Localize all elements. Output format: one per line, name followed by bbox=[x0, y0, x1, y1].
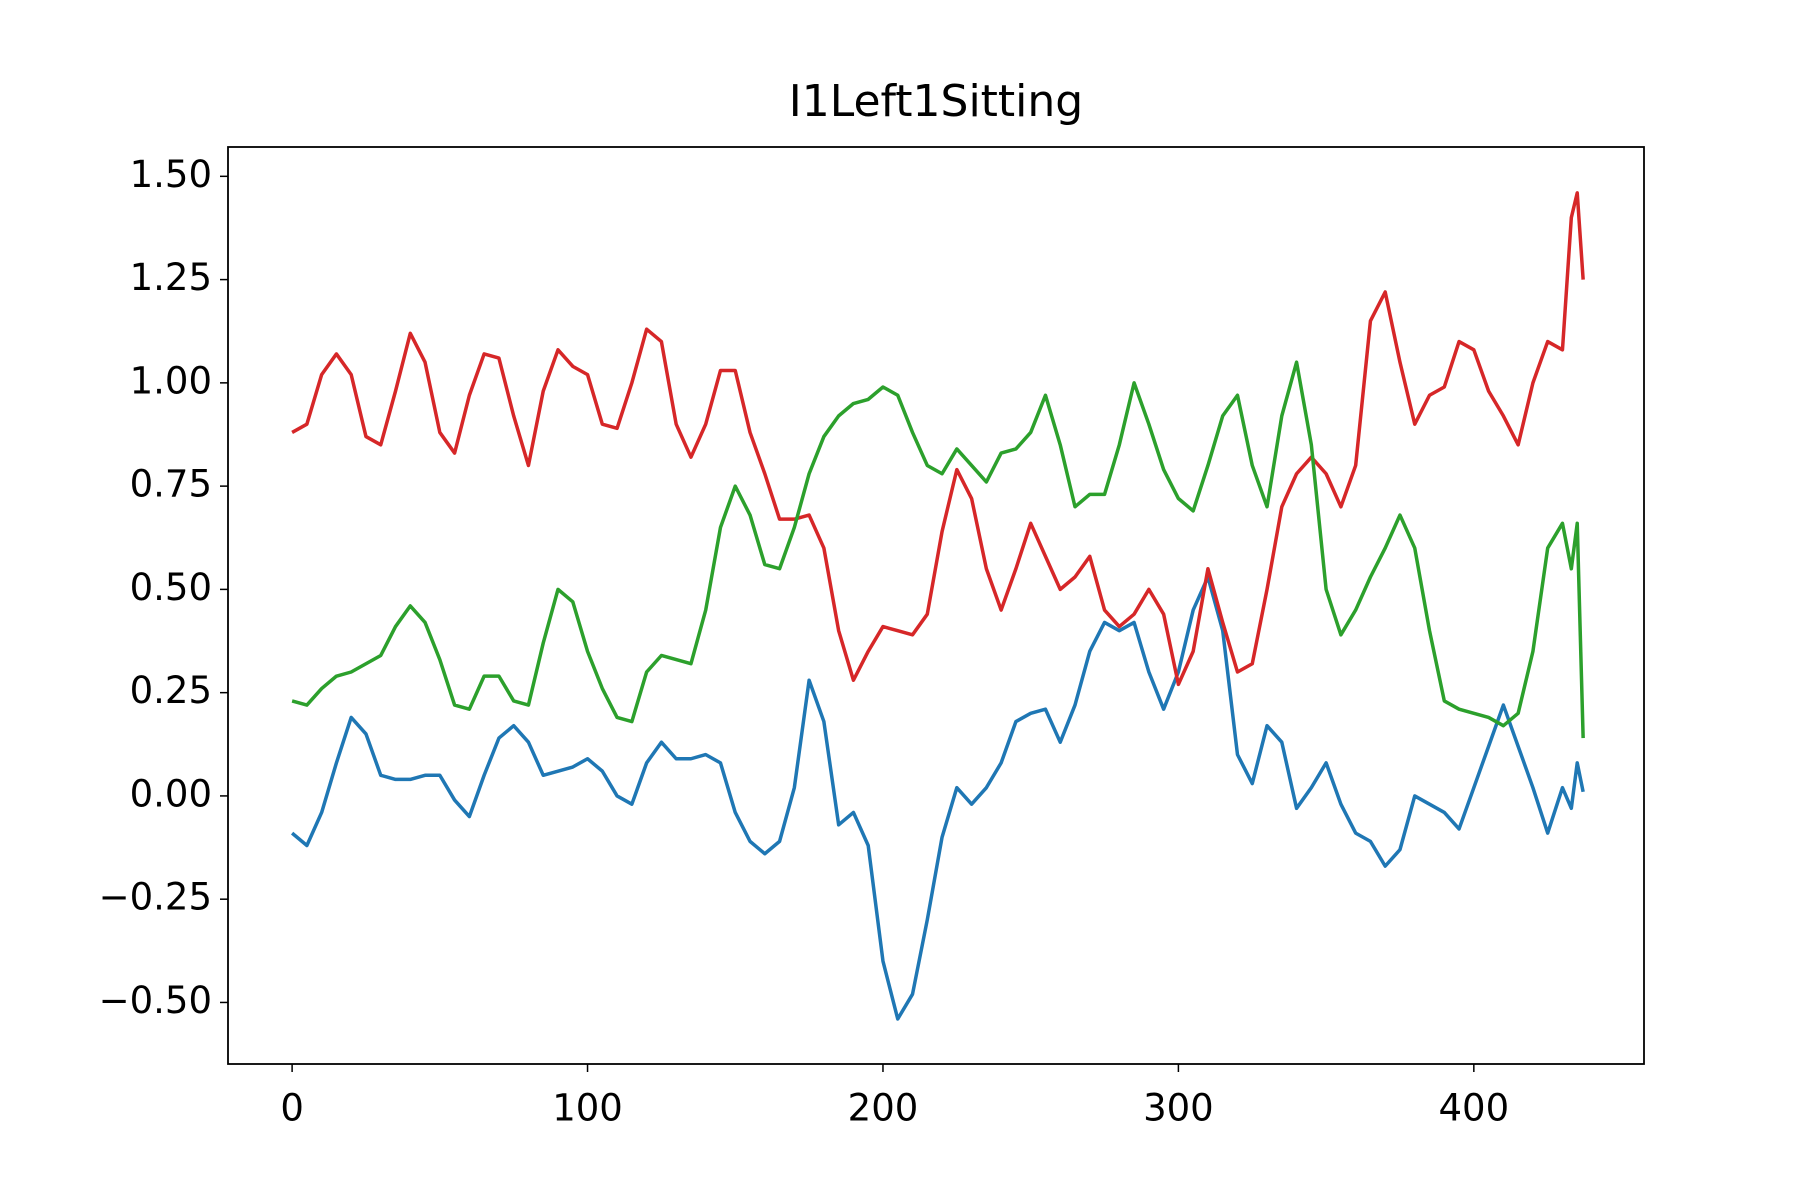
x-tick-label: 300 bbox=[1143, 1087, 1214, 1130]
y-tick-label: 1.50 bbox=[130, 153, 212, 196]
y-tick-label: 0.25 bbox=[130, 669, 212, 712]
y-tick-label: 1.25 bbox=[130, 256, 212, 299]
y-tick-label: 0.50 bbox=[130, 566, 212, 609]
y-tick-label: 0.00 bbox=[130, 772, 212, 815]
y-tick-label: 1.00 bbox=[130, 359, 212, 402]
x-tick-label: 100 bbox=[552, 1087, 623, 1130]
chart-title: I1Left1Sitting bbox=[789, 76, 1083, 127]
plot-frame bbox=[227, 146, 1645, 1065]
line bbox=[291, 191, 1585, 687]
x-tick-label: 200 bbox=[848, 1087, 919, 1130]
y-tick-label: 0.75 bbox=[130, 463, 212, 506]
line bbox=[290, 575, 1585, 1021]
x-tick-label: 0 bbox=[280, 1087, 304, 1130]
y-tick-label: −0.50 bbox=[99, 979, 212, 1022]
x-tick-label: 400 bbox=[1439, 1087, 1510, 1130]
y-tick-label: −0.25 bbox=[99, 876, 212, 919]
line bbox=[291, 360, 1585, 739]
